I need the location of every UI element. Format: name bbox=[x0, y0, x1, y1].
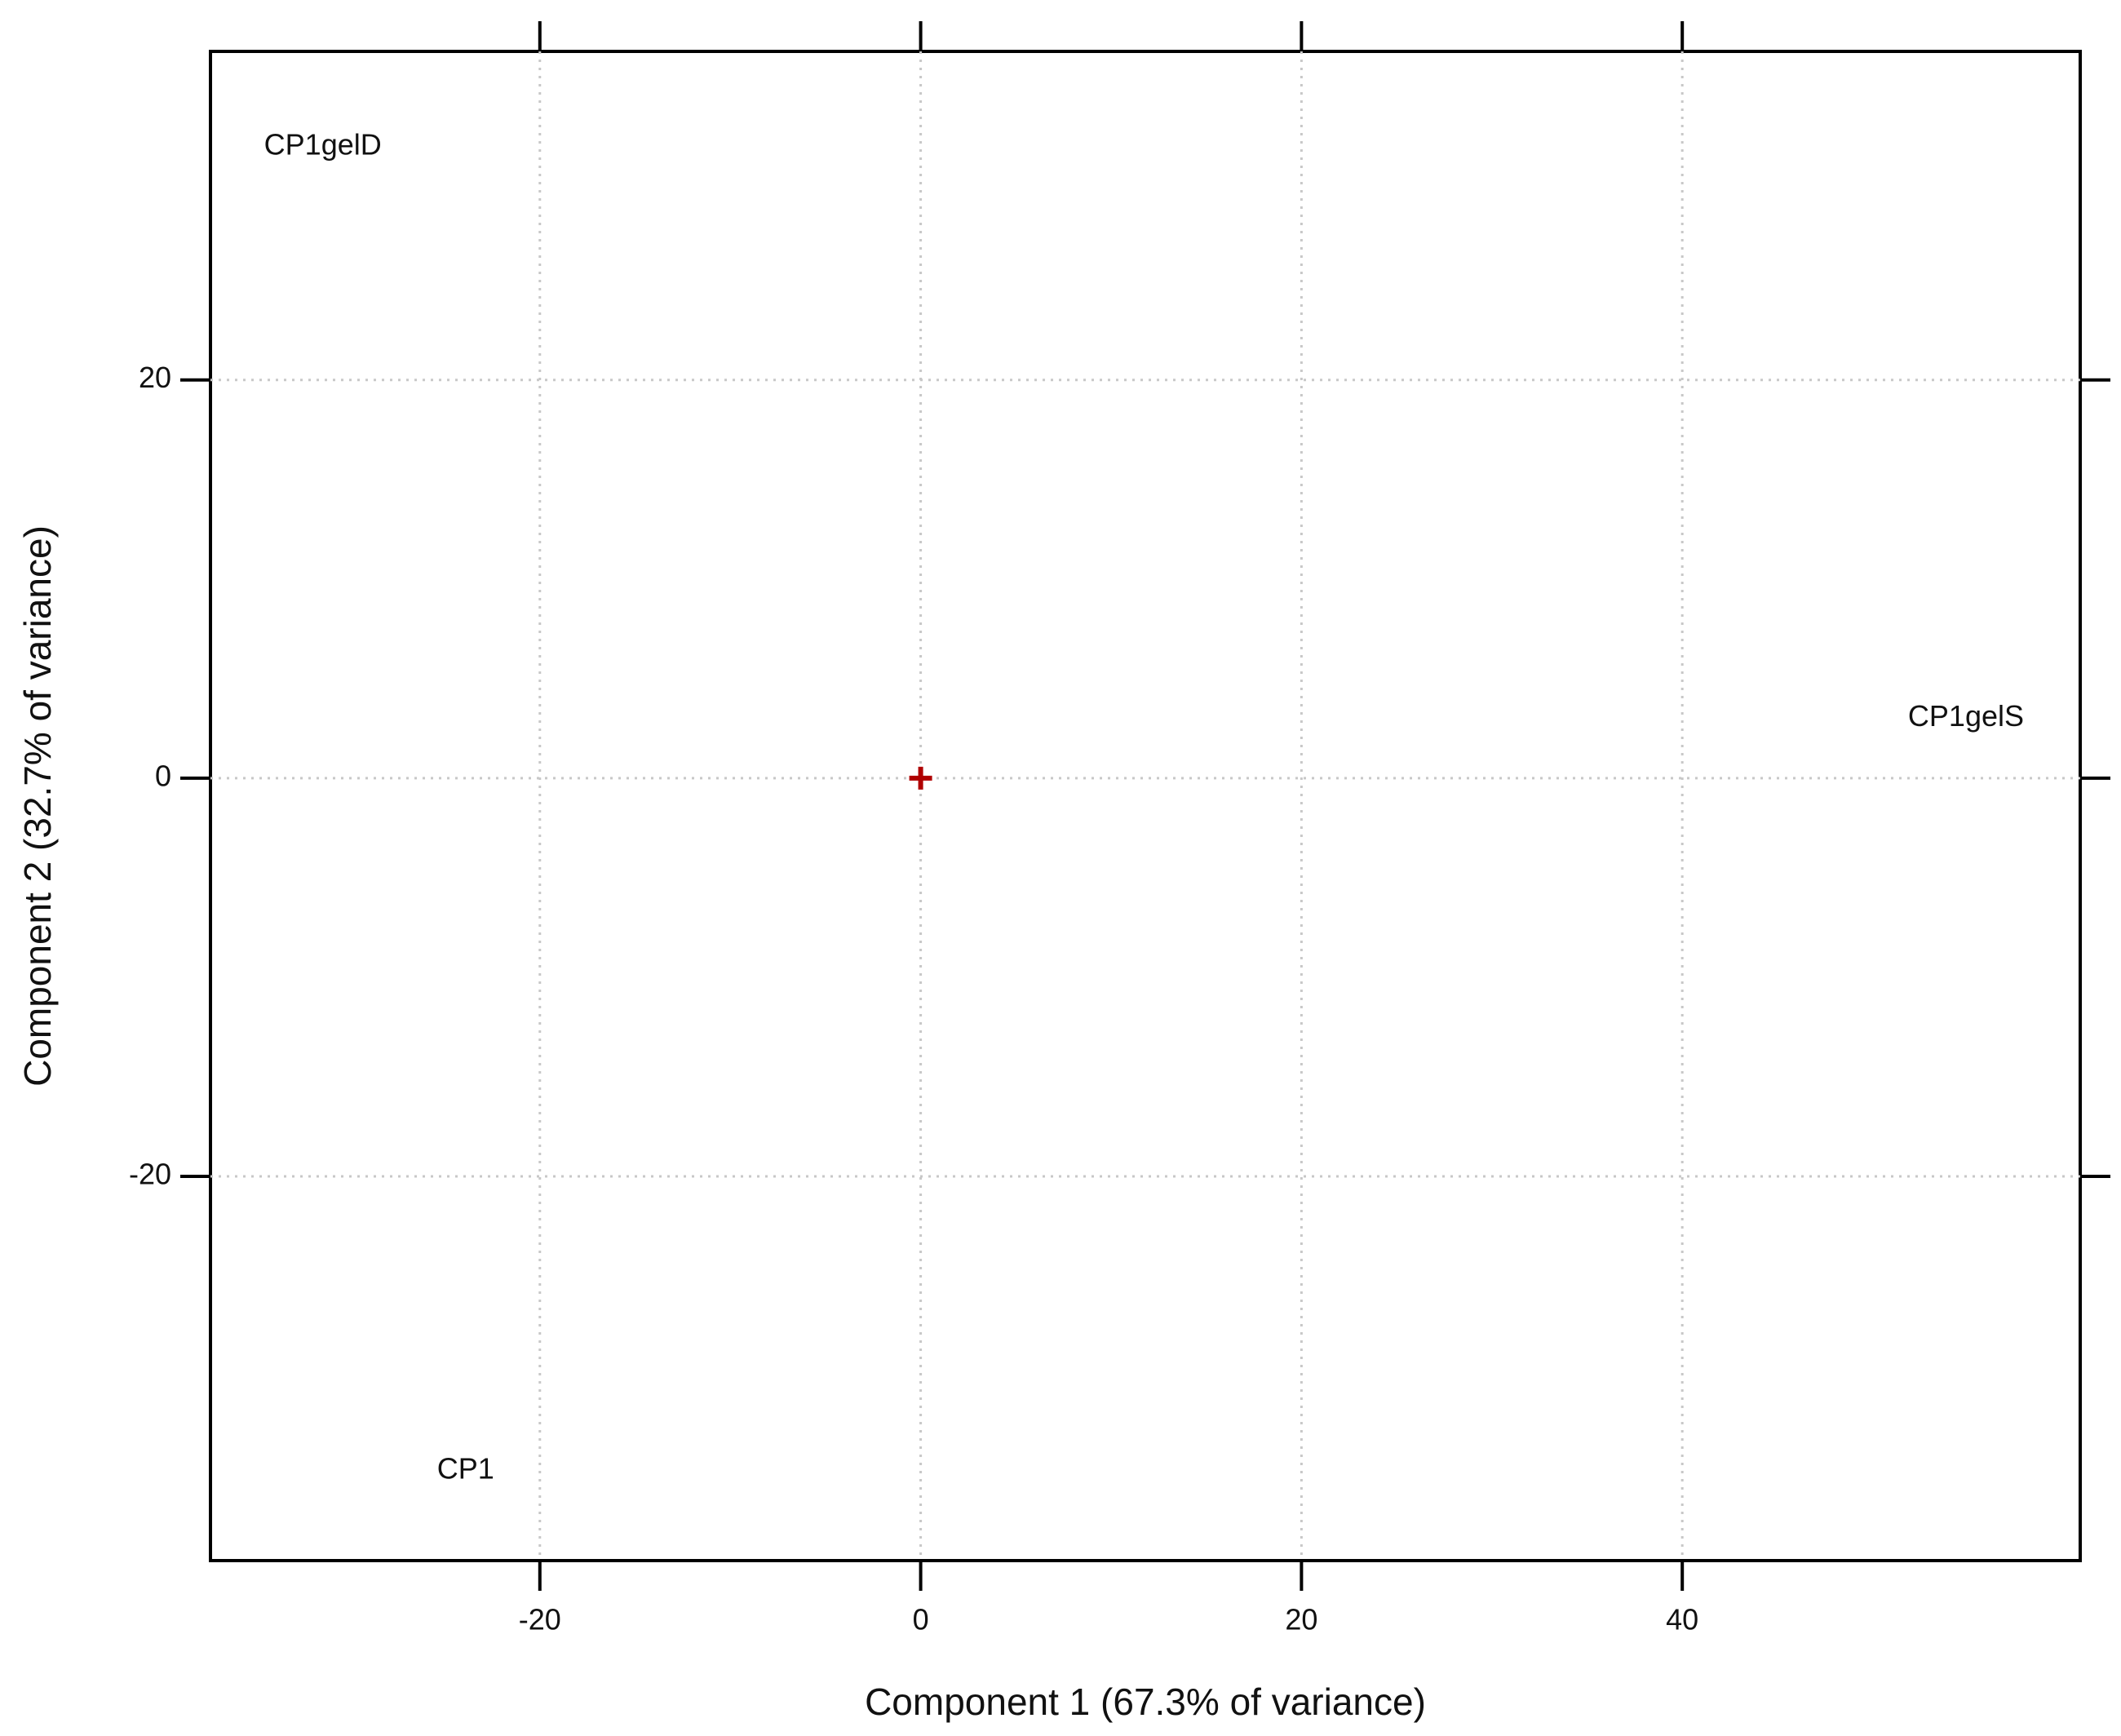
point-label: CP1gelS bbox=[1908, 699, 2024, 733]
x-tick-label: -20 bbox=[519, 1603, 561, 1636]
x-tick-label: 0 bbox=[913, 1603, 929, 1636]
point-label: CP1 bbox=[437, 1452, 494, 1486]
y-tick-label: 20 bbox=[139, 361, 171, 394]
x-tick-label: 40 bbox=[1666, 1603, 1698, 1636]
point-label: CP1gelD bbox=[264, 128, 382, 162]
y-tick-label: 0 bbox=[155, 759, 171, 792]
y-tick-label: -20 bbox=[129, 1157, 171, 1190]
centroid bbox=[909, 766, 932, 790]
x-axis-title: Component 1 (67.3% of variance) bbox=[865, 1681, 1426, 1723]
y-axis-title: Component 2 (32.7% of variance) bbox=[16, 525, 59, 1087]
x-tick-label: 20 bbox=[1285, 1603, 1317, 1636]
plot-frame bbox=[209, 50, 2082, 1562]
